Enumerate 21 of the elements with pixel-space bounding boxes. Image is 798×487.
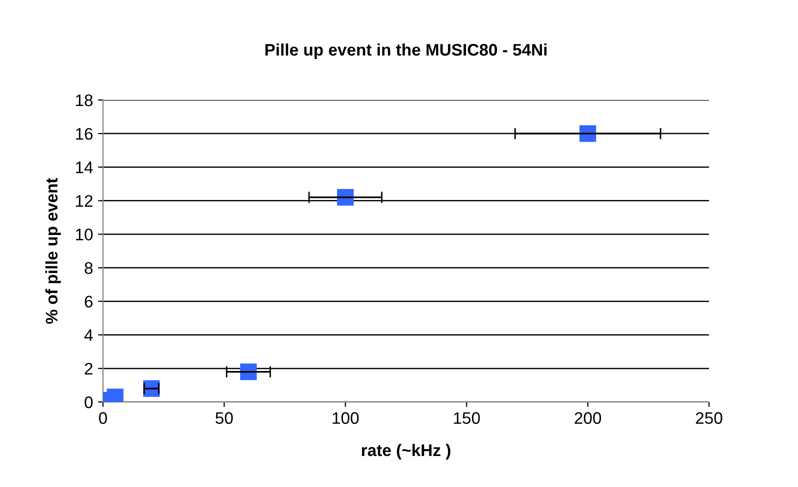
chart-title: Pille up event in the MUSIC80 - 54Ni bbox=[265, 43, 547, 60]
y-tick-label: 14 bbox=[76, 162, 93, 174]
y-tick-label: 10 bbox=[76, 228, 93, 240]
y-tick-label: 2 bbox=[84, 362, 92, 374]
y-tick-label: 12 bbox=[76, 195, 92, 207]
y-tick-label: 8 bbox=[84, 262, 93, 274]
x-tick-label: 250 bbox=[696, 412, 722, 424]
point bbox=[240, 363, 257, 380]
point bbox=[337, 188, 354, 206]
y-tick-label: 18 bbox=[76, 94, 93, 106]
x-axis-title: rate (~kHz ) bbox=[362, 444, 450, 460]
y-tick-label: 0 bbox=[84, 396, 93, 408]
y-tick-label: 16 bbox=[76, 128, 93, 140]
y-axis-title: % of pille up event bbox=[45, 178, 61, 324]
x-tick-label: 100 bbox=[332, 412, 359, 424]
y-tick-label: 4 bbox=[84, 329, 93, 341]
y-tick-label: 6 bbox=[84, 296, 93, 308]
x-tick-label: 0 bbox=[99, 412, 107, 424]
x-tick-label: 200 bbox=[574, 412, 602, 424]
x-tick-label: 150 bbox=[454, 412, 480, 424]
x-tick-label: 50 bbox=[216, 412, 233, 424]
